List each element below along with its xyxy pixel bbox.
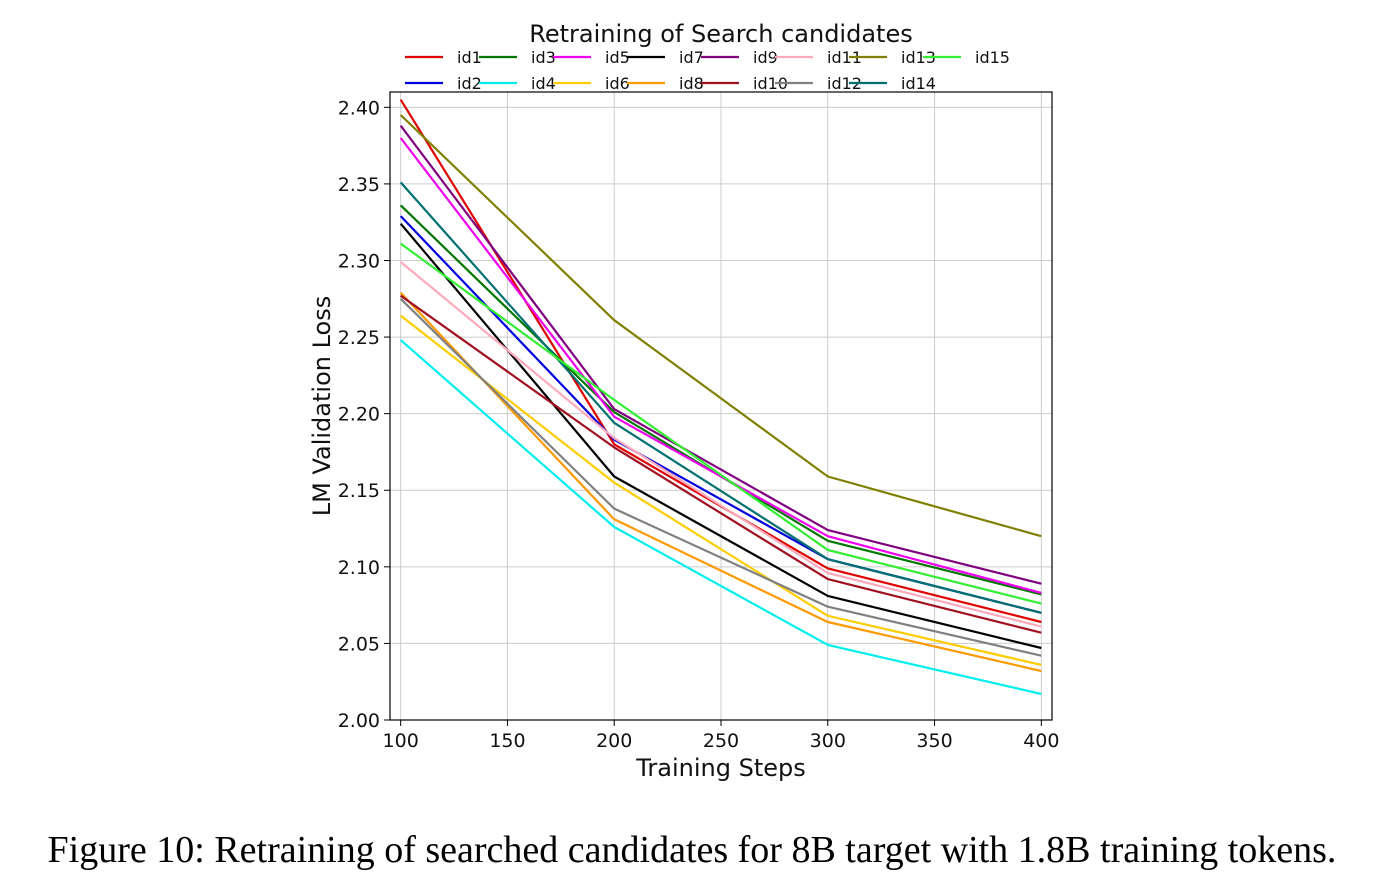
legend-label-id12: id12 — [827, 74, 862, 93]
series-line-id8 — [399, 291, 1042, 673]
series-line-id10 — [400, 294, 1042, 634]
series-line-id6 — [400, 314, 1042, 666]
y-tick-label: 2.40 — [338, 97, 380, 119]
figure-caption: Figure 10: Retraining of searched candid… — [47, 829, 1337, 871]
legend-label-id13: id13 — [901, 48, 936, 67]
x-tick-label: 100 — [383, 730, 419, 752]
series-line-id14 — [399, 181, 1042, 614]
y-tick-label: 2.20 — [338, 404, 380, 426]
y-axis-label: LM Validation Loss — [308, 296, 336, 517]
legend-label-id5: id5 — [605, 48, 630, 67]
legend-label-id10: id10 — [753, 74, 788, 93]
y-tick-label: 2.05 — [338, 633, 380, 655]
y-tick-label: 2.30 — [338, 250, 380, 272]
x-tick-label: 150 — [489, 730, 525, 752]
legend-label-id4: id4 — [531, 74, 556, 93]
series-line-id4 — [399, 339, 1042, 696]
legend-label-id15: id15 — [975, 48, 1010, 67]
y-tick-label: 2.35 — [338, 174, 380, 196]
series-line-id11 — [399, 261, 1042, 628]
legend-label-id6: id6 — [605, 74, 630, 93]
y-tick-label: 2.25 — [338, 327, 380, 349]
y-tick-label: 2.15 — [338, 480, 380, 502]
series-line-id13 — [399, 114, 1042, 538]
legend-label-id11: id11 — [827, 48, 862, 67]
legend-label-id14: id14 — [901, 74, 936, 93]
legend-label-id9: id9 — [753, 48, 778, 67]
series-line-id9 — [399, 125, 1042, 585]
line-chart: 100 150 200 250 300 350 400 2.00 2.05 2.10 2.15 2.2… — [308, 20, 1059, 782]
x-tick-label: 250 — [703, 730, 739, 752]
x-tick-label: 350 — [916, 730, 952, 752]
x-tick-label: 300 — [810, 730, 846, 752]
chart-title: Retraining of Search candidates — [529, 20, 912, 48]
legend-label-id1: id1 — [457, 48, 482, 67]
y-tick-label: 2.10 — [338, 557, 380, 579]
series-line-id5 — [399, 137, 1042, 594]
y-tick-label: 2.00 — [338, 710, 380, 732]
series-line-id15 — [400, 242, 1042, 605]
legend-label-id7: id7 — [679, 48, 704, 67]
x-axis-label: Training Steps — [635, 754, 805, 782]
legend-label-id8: id8 — [679, 74, 704, 93]
x-tick-label: 200 — [596, 730, 632, 752]
x-tick-label: 400 — [1023, 730, 1059, 752]
legend-label-id2: id2 — [457, 74, 482, 93]
legend-label-id3: id3 — [531, 48, 556, 67]
series-line-id12 — [399, 298, 1042, 657]
